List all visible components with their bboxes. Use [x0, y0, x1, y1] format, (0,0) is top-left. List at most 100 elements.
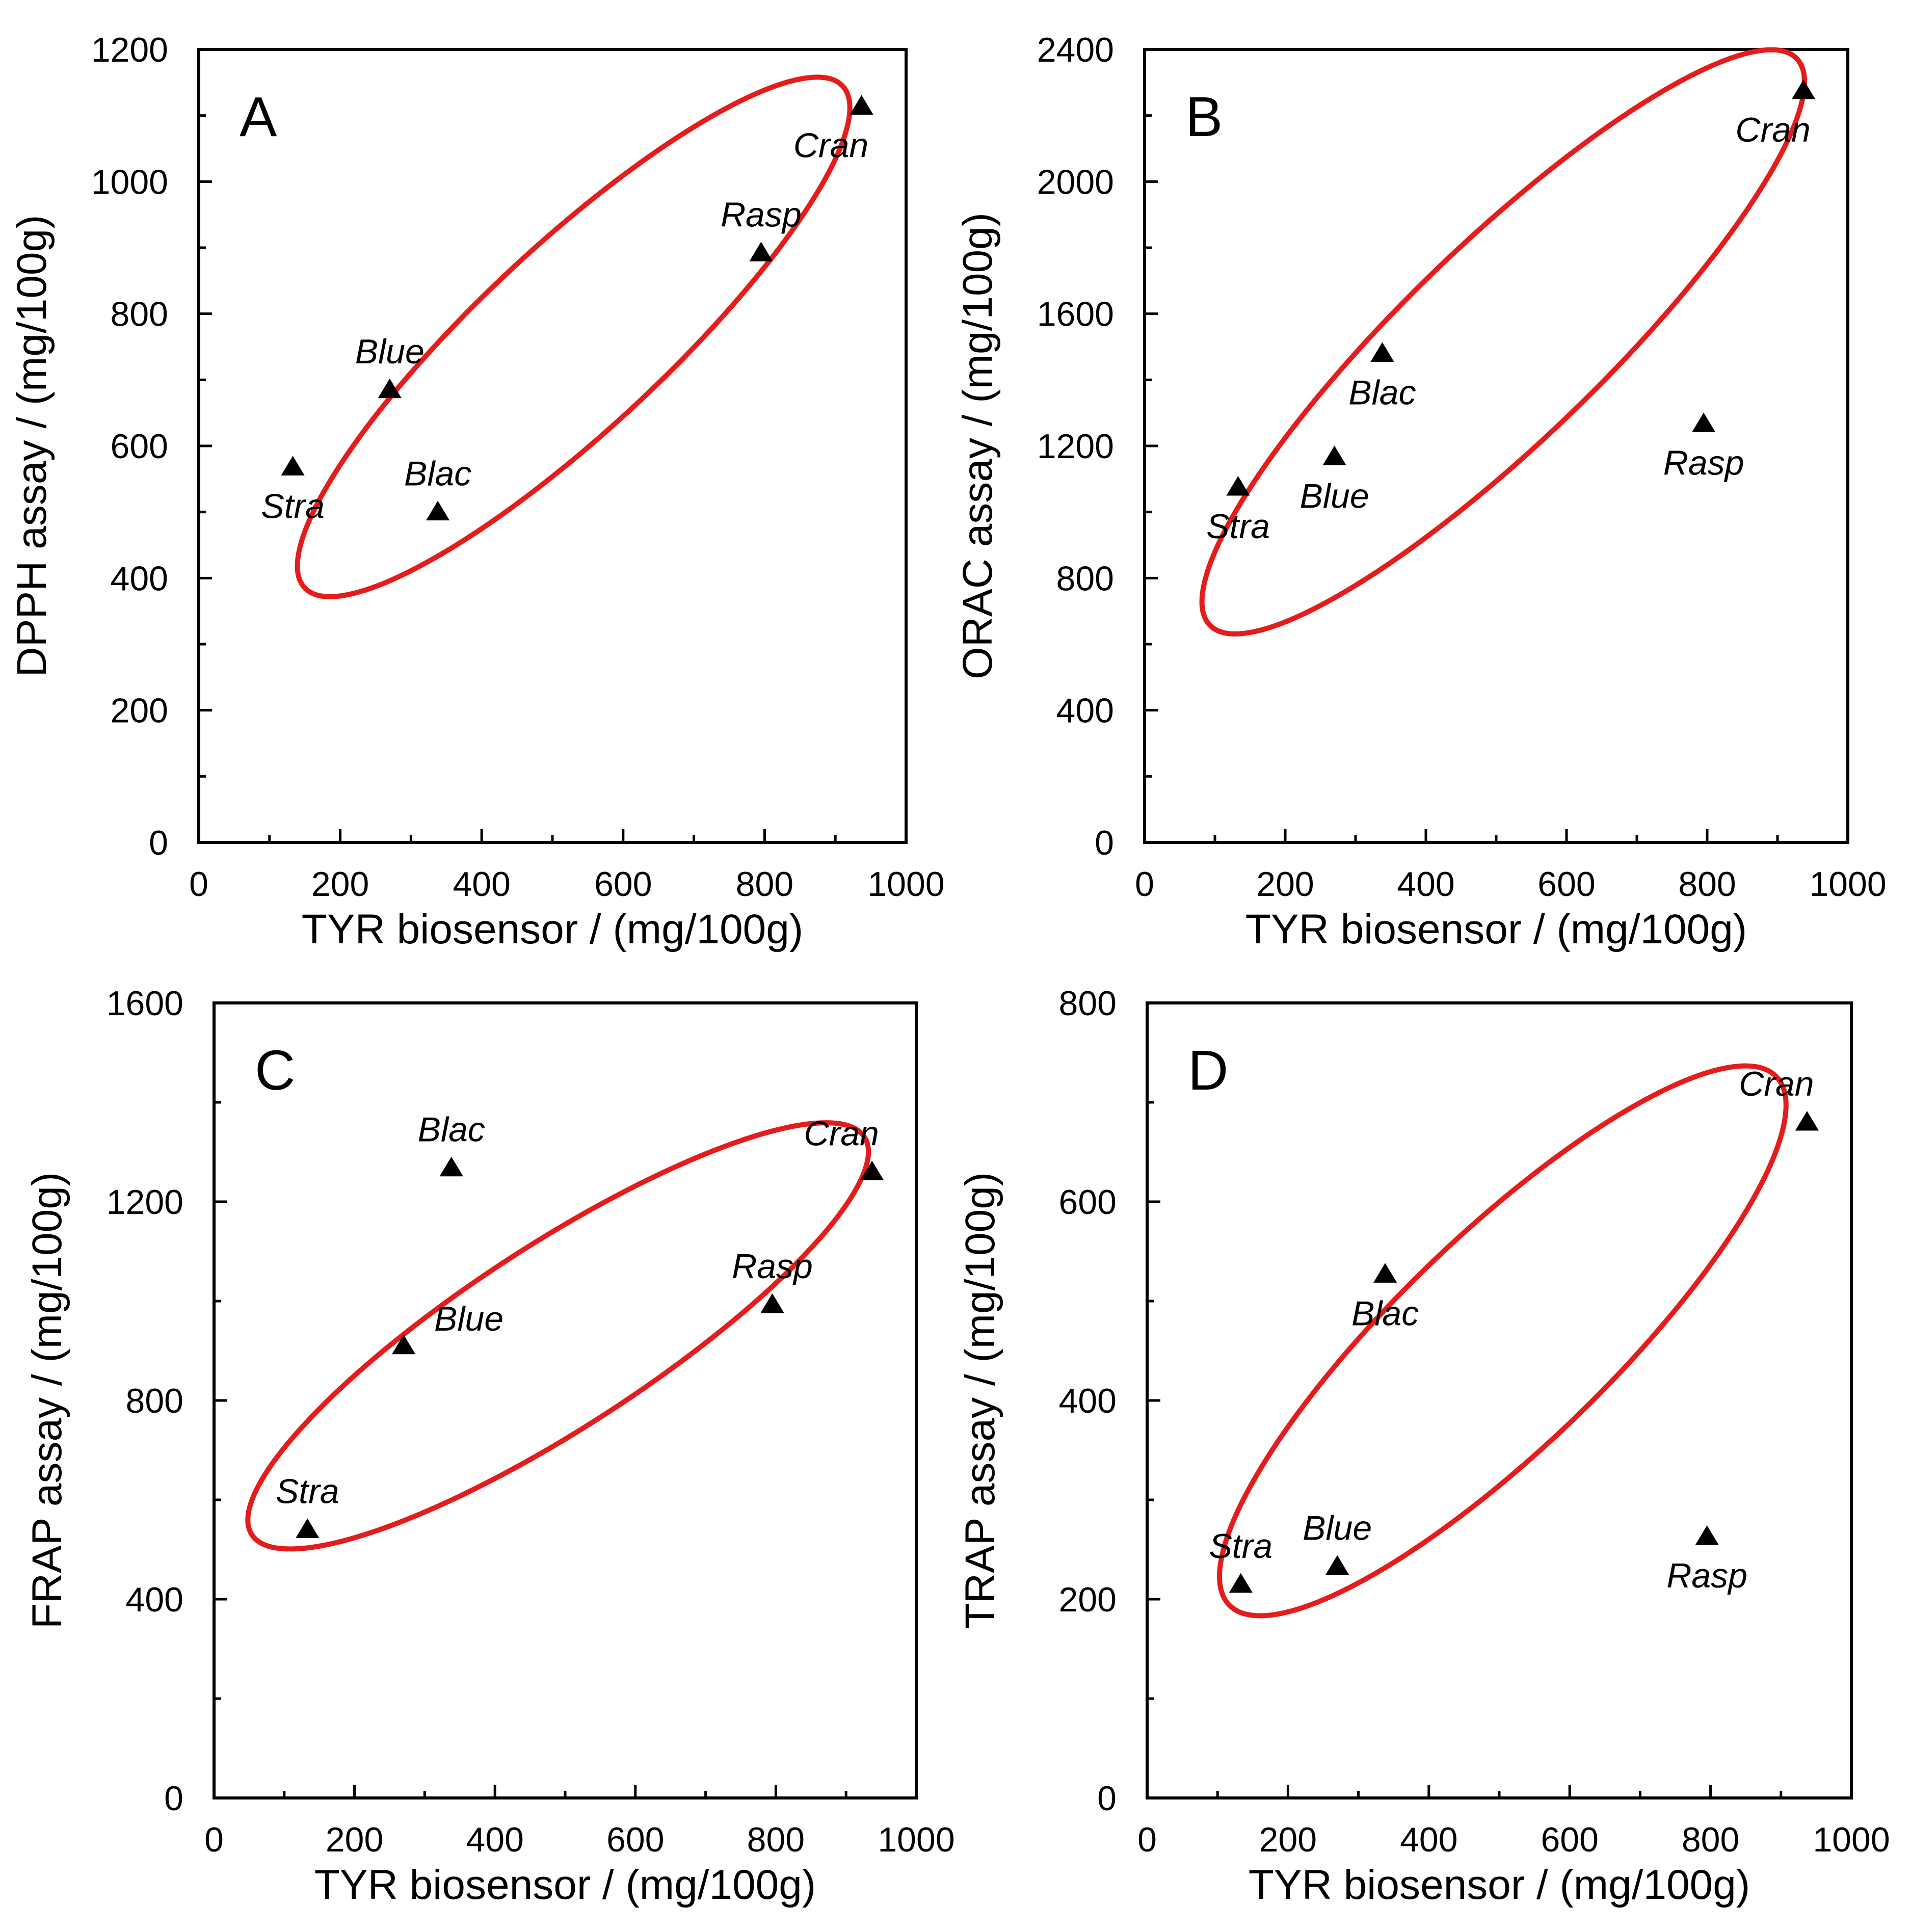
y-tick-label: 1600	[107, 984, 183, 1023]
point-label-stra: Stra	[1209, 1527, 1272, 1566]
point-label-stra: Stra	[261, 487, 325, 525]
point-label-cran: Cran	[1739, 1065, 1814, 1103]
y-tick-label: 800	[126, 1382, 183, 1420]
x-tick-label: 0	[1135, 865, 1154, 904]
data-point-rasp	[760, 1293, 784, 1313]
y-tick-label: 200	[111, 692, 168, 730]
grouping-ellipse	[295, 74, 853, 599]
data-point-stra	[1226, 476, 1250, 496]
data-point-rasp	[1695, 1525, 1719, 1545]
point-label-blac: Blac	[418, 1110, 485, 1149]
y-tick-label: 800	[1059, 984, 1117, 1023]
y-axis-title: TRAP assay / (mg/100g)	[957, 1172, 1003, 1629]
grouping-ellipse	[1217, 1063, 1789, 1619]
y-axis-title: ORAC assay / (mg/100g)	[954, 213, 1001, 679]
panel-c: 0 200 400 600 800 1000 0 400 800 1200 1600 TYR bios…	[24, 984, 955, 1908]
data-point-cran	[860, 1160, 884, 1180]
data-point-blac	[426, 500, 450, 521]
x-tick-label: 1000	[1813, 1820, 1890, 1859]
x-tick-label: 200	[1256, 865, 1314, 904]
point-label-cran: Cran	[1735, 111, 1810, 149]
data-point-stra	[281, 456, 305, 475]
y-tick-label: 1000	[91, 163, 168, 201]
y-tick-label: 2400	[1037, 31, 1114, 69]
data-point-cran	[1795, 1111, 1819, 1131]
x-tick-label: 1000	[1809, 865, 1886, 904]
x-tick-label: 0	[189, 865, 208, 904]
data-point-stra	[1229, 1573, 1253, 1593]
plot-frame-d	[1146, 1001, 1853, 1799]
y-tick-label: 0	[1095, 824, 1114, 862]
grouping-ellipse	[1199, 47, 1807, 637]
point-label-blac: Blac	[1348, 373, 1416, 412]
point-label-rasp: Rasp	[721, 195, 802, 234]
y-tick-label: 1200	[107, 1183, 183, 1222]
x-tick-label: 400	[1397, 865, 1454, 904]
data-point-cran	[1791, 80, 1816, 99]
y-tick-label: 1600	[1037, 295, 1114, 334]
x-tick-label: 0	[204, 1820, 224, 1859]
x-axis-title: TYR biosensor / (mg/100g)	[302, 906, 803, 952]
y-tick-label: 200	[1059, 1580, 1117, 1619]
x-axis-title: TYR biosensor / (mg/100g)	[1245, 906, 1747, 952]
point-label-cran: Cran	[804, 1115, 879, 1153]
point-label-rasp: Rasp	[1666, 1556, 1747, 1595]
point-label-stra: Stra	[1206, 507, 1270, 546]
x-tick-label: 200	[1259, 1820, 1317, 1859]
data-point-blue	[1322, 445, 1346, 465]
panel-letter: B	[1185, 86, 1223, 148]
data-point-blue	[378, 378, 402, 399]
data-point-blac	[1370, 342, 1394, 362]
panel-letter: D	[1188, 1039, 1228, 1102]
y-tick-label: 0	[1097, 1779, 1117, 1818]
point-label-blue: Blue	[434, 1300, 503, 1338]
x-tick-label: 600	[1541, 1820, 1598, 1859]
plot-frame-a	[197, 48, 908, 844]
x-tick-label: 600	[594, 865, 652, 904]
x-tick-label: 800	[1682, 1820, 1739, 1859]
y-tick-label: 400	[1056, 692, 1114, 730]
data-point-stra	[296, 1518, 320, 1538]
point-label-rasp: Rasp	[732, 1247, 813, 1286]
point-label-stra: Stra	[276, 1472, 339, 1511]
point-label-blac: Blac	[404, 455, 471, 493]
y-tick-label: 1200	[91, 31, 168, 69]
point-label-blue: Blue	[1303, 1509, 1372, 1548]
y-tick-label: 600	[1059, 1183, 1117, 1222]
y-tick-label: 400	[126, 1580, 183, 1619]
point-label-rasp: Rasp	[1663, 444, 1744, 483]
x-axis-title: TYR biosensor / (mg/100g)	[314, 1862, 816, 1908]
y-tick-label: 800	[1056, 559, 1114, 598]
y-tick-label: 0	[149, 824, 168, 862]
y-tick-label: 1200	[1037, 427, 1114, 466]
x-tick-label: 800	[747, 1820, 805, 1859]
y-tick-label: 2000	[1037, 163, 1114, 201]
data-point-cran	[850, 95, 873, 115]
panel-letter: C	[255, 1039, 295, 1102]
data-point-rasp	[1692, 412, 1716, 433]
y-tick-label: 0	[164, 1779, 183, 1818]
x-tick-label: 400	[466, 1820, 523, 1859]
y-tick-label: 800	[111, 295, 168, 334]
point-label-blue: Blue	[1300, 477, 1369, 515]
x-tick-label: 1000	[867, 865, 944, 904]
y-axis-title: FRAP assay / (mg/100g)	[24, 1172, 70, 1629]
data-point-blac	[1373, 1263, 1397, 1283]
point-label-cran: Cran	[793, 126, 868, 165]
y-axis-title: DPPH assay / (mg/100g)	[9, 215, 55, 677]
y-tick-label: 400	[111, 559, 168, 598]
data-point-blac	[439, 1156, 463, 1177]
x-tick-label: 800	[1678, 865, 1736, 904]
grouping-ellipse	[245, 1120, 871, 1552]
x-tick-label: 400	[453, 865, 510, 904]
point-label-blue: Blue	[355, 332, 425, 371]
x-tick-label: 200	[311, 865, 369, 904]
x-tick-label: 600	[606, 1820, 664, 1859]
data-point-rasp	[749, 242, 773, 261]
panel-a: 0 200 400 600 800 1000 0 200 400 600 800 1000 1200 TY…	[9, 31, 945, 952]
panel-b: 0 200 400 600 800 1000 0 400 800 1200 1600 2000 2400…	[954, 31, 1887, 952]
x-tick-label: 200	[326, 1820, 383, 1859]
x-tick-label: 600	[1537, 865, 1595, 904]
